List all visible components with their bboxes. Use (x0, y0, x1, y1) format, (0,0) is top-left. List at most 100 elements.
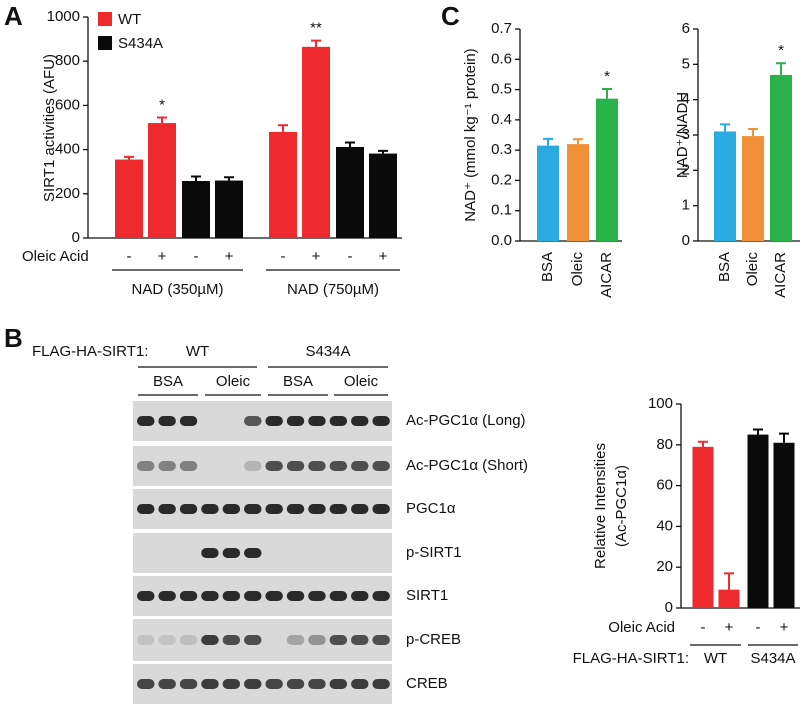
bar (773, 442, 795, 608)
error-bar (602, 87, 612, 99)
blot-band (244, 504, 262, 514)
blot-band (244, 548, 262, 558)
blot-row-label: CREB (406, 675, 448, 692)
annotation: ** (310, 20, 322, 37)
bar (596, 98, 618, 242)
blot-band (265, 679, 283, 689)
blot-row-label: PGC1α (406, 500, 456, 517)
y-tick-label: 1 (682, 197, 690, 214)
blot-band (222, 548, 241, 558)
y-tick-label: 20 (656, 558, 673, 575)
blot-band (179, 504, 198, 514)
error-bar (157, 116, 167, 124)
blot-strip (133, 401, 392, 441)
blot-band (158, 591, 176, 601)
y-tick-label: 0.1 (491, 202, 512, 219)
group-label: S434A (750, 650, 795, 667)
treatment-label: BSA (153, 373, 183, 390)
error-bar (720, 123, 730, 132)
y-tick-label: 0 (682, 232, 690, 249)
blot-row-label: Ac-PGC1α (Short) (406, 457, 528, 474)
error-bar (224, 176, 234, 181)
blot-band (329, 504, 348, 514)
x-tick-label: Oleic (744, 252, 761, 287)
genotype-label: S434A (305, 343, 350, 360)
legend-label: WT (118, 11, 141, 28)
blot-band (329, 416, 348, 426)
blot-band (222, 504, 241, 514)
x-row-label: Oleic Acid (608, 619, 675, 636)
error-bar (278, 124, 288, 132)
y-tick-label: 600 (55, 96, 80, 113)
error-bar (124, 155, 134, 160)
blot-band (158, 635, 176, 645)
blot-band (308, 591, 326, 601)
blot-band (329, 591, 348, 601)
blot-header: FLAG-HA-SIRT1: (32, 343, 148, 360)
error-bar (345, 141, 355, 147)
group-label: NAD (350µM) (132, 281, 224, 298)
blot-band (351, 591, 369, 601)
bar (718, 589, 740, 608)
bar (148, 123, 176, 238)
bar (567, 144, 589, 241)
blot-band (244, 679, 262, 689)
blot-band (137, 416, 155, 426)
blot-strip (133, 489, 392, 529)
x-tick-label: BSA (716, 252, 733, 282)
blot-row-label: Ac-PGC1α (Long) (406, 412, 526, 429)
y-tick-label: 4 (682, 91, 690, 108)
blot-band (222, 591, 241, 601)
blot-row-label: p-SIRT1 (406, 544, 462, 561)
blot-band (137, 635, 155, 645)
blot-band (158, 461, 176, 471)
blot-band (201, 591, 219, 601)
blot-band (351, 635, 369, 645)
blot-band (308, 461, 326, 471)
blot-band (286, 416, 305, 426)
treatment-label: Oleic (216, 373, 251, 390)
error-bar (191, 175, 201, 181)
blot-band (329, 461, 348, 471)
y-tick-label: 0.6 (491, 50, 512, 67)
x-tick-label: - (127, 248, 132, 265)
bar (770, 74, 792, 241)
bar (742, 136, 764, 241)
blot-strip (133, 576, 392, 616)
y-tick-label: 0.3 (491, 141, 512, 158)
panel-label: A (4, 1, 23, 31)
y-tick-label: 0.4 (491, 111, 512, 128)
error-bar (378, 149, 388, 154)
y-tick-label: 3 (682, 126, 690, 143)
x-tick-label: + (379, 248, 388, 265)
bar (692, 446, 714, 608)
group-label: WT (704, 650, 727, 667)
y-axis-label: NAD⁺/NADH (674, 92, 691, 178)
blot-band (244, 416, 262, 426)
error-bar (748, 127, 758, 137)
blot-band (286, 591, 305, 601)
blot-band (372, 504, 390, 514)
x-tick-label: + (780, 619, 789, 636)
blot-row-label: SIRT1 (406, 587, 448, 604)
blot-band (222, 635, 241, 645)
blot-band (329, 635, 348, 645)
error-bar (724, 572, 734, 590)
treatment-label: Oleic (344, 373, 379, 390)
y-tick-label: 400 (55, 141, 80, 158)
y-tick-label: 0.7 (491, 20, 512, 37)
error-bar (779, 432, 789, 443)
y-tick-label: 2 (682, 161, 690, 178)
blot-band (329, 679, 348, 689)
x-tick-label: + (225, 248, 234, 265)
blot-band (351, 679, 369, 689)
blot-band (244, 591, 262, 601)
panel-label: C (441, 1, 460, 31)
blot-band (137, 591, 155, 601)
error-bar (573, 138, 583, 145)
blot-band (179, 635, 198, 645)
blot-band (308, 416, 326, 426)
blot-band (158, 416, 176, 426)
x-tick-label: + (158, 248, 167, 265)
blot-band (137, 679, 155, 689)
